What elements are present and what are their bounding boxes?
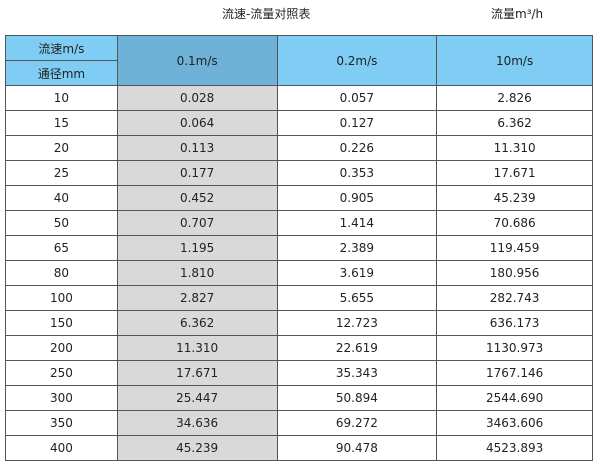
diameter-cell: 50: [5, 210, 118, 236]
diameter-cell: 15: [5, 110, 118, 136]
table-row: 20 0.113 0.226 11.310: [5, 135, 593, 161]
flow-cell: 0.127: [276, 110, 438, 136]
flow-cell: 69.272: [276, 410, 438, 436]
flow-cell: 0.353: [276, 160, 438, 186]
diameter-cell: 10: [5, 85, 118, 111]
flow-cell: 22.619: [276, 335, 438, 361]
flow-cell: 45.239: [436, 185, 593, 211]
velocity-header: 流速m/s: [5, 35, 118, 61]
flow-cell: 90.478: [276, 435, 438, 461]
flow-cell: 2544.690: [436, 385, 593, 411]
diameter-cell: 100: [5, 285, 118, 311]
diameter-cell: 20: [5, 135, 118, 161]
flow-cell: 11.310: [436, 135, 593, 161]
unit-label: 流量m³/h: [491, 7, 544, 21]
table-row: 250 17.671 35.343 1767.146: [5, 360, 593, 386]
table-row: 10 0.028 0.057 2.826: [5, 85, 593, 111]
flow-cell: 50.894: [276, 385, 438, 411]
col-header: 0.2m/s: [276, 35, 438, 86]
col-header: 0.1m/s: [116, 35, 278, 86]
table-row: 200 11.310 22.619 1130.973: [5, 335, 593, 361]
flow-cell: 0.226: [276, 135, 438, 161]
table-row: 65 1.195 2.389 119.459: [5, 235, 593, 261]
table-row: 50 0.707 1.414 70.686: [5, 210, 593, 236]
diameter-cell: 150: [5, 310, 118, 336]
diameter-cell: 200: [5, 335, 118, 361]
table-row: 15 0.064 0.127 6.362: [5, 110, 593, 136]
flow-cell: 0.452: [116, 185, 278, 211]
flow-cell: 0.905: [276, 185, 438, 211]
diameter-cell: 65: [5, 235, 118, 261]
table-row: 150 6.362 12.723 636.173: [5, 310, 593, 336]
flow-cell: 119.459: [436, 235, 593, 261]
col-header: 10m/s: [436, 35, 593, 86]
flow-cell: 636.173: [436, 310, 593, 336]
diameter-cell: 350: [5, 410, 118, 436]
table-row: 400 45.239 90.478 4523.893: [5, 435, 593, 461]
flow-cell: 1.810: [116, 260, 278, 286]
flow-cell: 11.310: [116, 335, 278, 361]
flow-cell: 180.956: [436, 260, 593, 286]
flow-cell: 70.686: [436, 210, 593, 236]
flow-cell: 0.113: [116, 135, 278, 161]
diameter-header: 通径mm: [5, 60, 118, 86]
flow-cell: 17.671: [436, 160, 593, 186]
table-row: 25 0.177 0.353 17.671: [5, 160, 593, 186]
flow-cell: 0.177: [116, 160, 278, 186]
flow-table: 流速m/s 0.1m/s 0.2m/s 10m/s 通径mm 10 0.028 0.…: [5, 35, 593, 461]
flow-cell: 2.827: [116, 285, 278, 311]
flow-cell: 6.362: [116, 310, 278, 336]
flow-cell: 34.636: [116, 410, 278, 436]
diameter-cell: 40: [5, 185, 118, 211]
diameter-cell: 400: [5, 435, 118, 461]
diameter-cell: 250: [5, 360, 118, 386]
flow-cell: 0.707: [116, 210, 278, 236]
flow-cell: 0.028: [116, 85, 278, 111]
flow-cell: 45.239: [116, 435, 278, 461]
flow-cell: 1.414: [276, 210, 438, 236]
flow-cell: 1.195: [116, 235, 278, 261]
flow-cell: 6.362: [436, 110, 593, 136]
flow-cell: 5.655: [276, 285, 438, 311]
diameter-cell: 300: [5, 385, 118, 411]
flow-cell: 2.389: [276, 235, 438, 261]
flow-cell: 0.064: [116, 110, 278, 136]
flow-cell: 12.723: [276, 310, 438, 336]
flow-cell: 35.343: [276, 360, 438, 386]
flow-cell: 282.743: [436, 285, 593, 311]
table-row: 350 34.636 69.272 3463.606: [5, 410, 593, 436]
flow-cell: 25.447: [116, 385, 278, 411]
table-title: 流速-流量对照表: [222, 7, 311, 21]
flow-cell: 0.057: [276, 85, 438, 111]
table-row: 40 0.452 0.905 45.239: [5, 185, 593, 211]
table-row: 300 25.447 50.894 2544.690: [5, 385, 593, 411]
table-row: 80 1.810 3.619 180.956: [5, 260, 593, 286]
flow-cell: 4523.893: [436, 435, 593, 461]
diameter-cell: 80: [5, 260, 118, 286]
diameter-cell: 25: [5, 160, 118, 186]
flow-cell: 3.619: [276, 260, 438, 286]
flow-cell: 1130.973: [436, 335, 593, 361]
flow-cell: 2.826: [436, 85, 593, 111]
flow-cell: 1767.146: [436, 360, 593, 386]
flow-cell: 17.671: [116, 360, 278, 386]
table-row: 100 2.827 5.655 282.743: [5, 285, 593, 311]
flow-cell: 3463.606: [436, 410, 593, 436]
